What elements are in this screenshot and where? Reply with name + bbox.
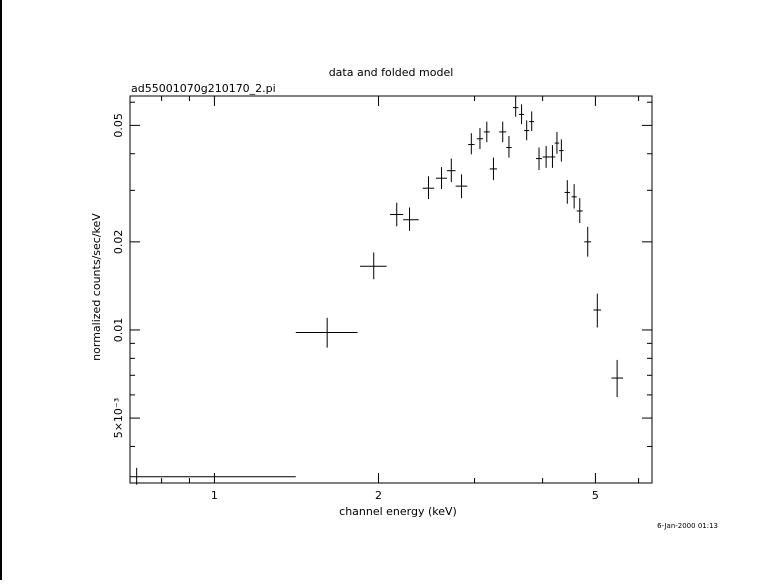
data-point	[483, 121, 490, 143]
data-point	[499, 121, 507, 143]
data-point	[554, 131, 560, 154]
chart-subtitle: ad55001070g210170_2.pi	[131, 82, 276, 95]
timestamp: 6-Jan-2000 01:13	[657, 522, 718, 530]
data-point	[489, 157, 498, 181]
data-point	[571, 184, 577, 209]
data-point	[593, 293, 602, 328]
data-point	[513, 96, 519, 117]
chart-title: data and folded model	[329, 66, 454, 79]
y-tick-label: 5×10⁻³	[112, 398, 125, 438]
data-point	[403, 207, 419, 231]
data-point	[436, 167, 447, 190]
y-axis-ticks: 5×10⁻³ 0.01 0.02 0.05	[112, 101, 652, 484]
data-point	[518, 104, 525, 125]
plot-frame	[129, 95, 653, 484]
data-point	[390, 202, 404, 227]
data-point	[422, 176, 435, 200]
data-point	[446, 158, 456, 183]
data-point	[529, 111, 535, 132]
data-point	[564, 180, 570, 204]
data-point	[549, 145, 556, 168]
data-point	[360, 252, 387, 280]
x-tick-label: 5	[592, 489, 599, 502]
data-points	[130, 96, 624, 485]
data-point	[130, 467, 296, 485]
y-tick-label: 0.05	[112, 113, 125, 138]
data-point	[576, 198, 583, 223]
data-point	[506, 135, 512, 158]
x-axis-label: channel energy (keV)	[339, 505, 457, 518]
data-point	[559, 139, 564, 162]
y-axis-label: normalized counts/sec/keV	[90, 213, 103, 361]
data-point	[524, 120, 530, 141]
data-point	[542, 146, 550, 168]
data-point	[295, 317, 358, 348]
data-point	[476, 127, 484, 150]
y-tick-label: 0.01	[112, 318, 125, 343]
y-tick-label: 0.02	[112, 230, 125, 255]
window-left-border	[0, 0, 2, 580]
data-point	[535, 147, 543, 170]
data-point	[611, 359, 624, 398]
data-point	[455, 174, 468, 199]
data-point	[468, 133, 475, 155]
x-tick-label: 1	[211, 489, 218, 502]
data-point	[584, 226, 592, 257]
x-tick-label: 2	[375, 489, 382, 502]
x-axis-ticks: 1 2 5	[129, 96, 640, 502]
